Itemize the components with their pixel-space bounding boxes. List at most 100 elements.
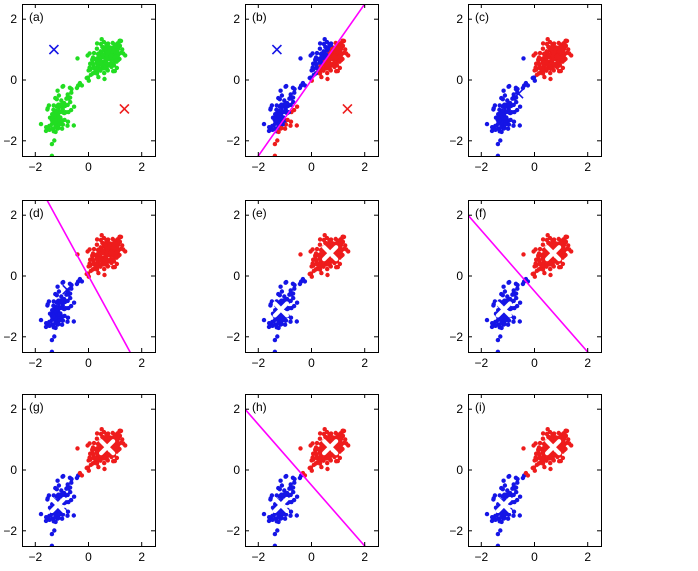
data-point [268, 496, 273, 501]
data-point [69, 90, 74, 95]
plot-area [38, 37, 130, 156]
data-point [52, 528, 57, 533]
data-point [332, 454, 337, 459]
data-point [548, 272, 553, 278]
x-tick-label: 0 [308, 356, 315, 370]
data-point [322, 233, 327, 238]
data-point [55, 284, 60, 289]
data-point [531, 249, 536, 254]
data-point [530, 465, 535, 471]
data-point [561, 440, 566, 445]
data-point [79, 83, 85, 88]
data-point [111, 241, 117, 246]
data-point [555, 260, 560, 265]
data-point [60, 297, 65, 303]
decision-boundary [46, 200, 131, 352]
data-point [107, 46, 112, 52]
panel-label: (b) [252, 10, 267, 24]
panel-label: (g) [29, 400, 44, 414]
x-tick-label: 2 [138, 160, 145, 174]
data-point [511, 123, 516, 128]
data-point [53, 519, 58, 525]
data-point [45, 106, 50, 111]
data-point [549, 456, 554, 461]
data-point [500, 293, 505, 298]
data-point [517, 123, 522, 128]
data-point [61, 83, 66, 89]
data-point [292, 476, 297, 482]
data-point [288, 102, 293, 108]
data-point [505, 488, 510, 493]
data-point [283, 512, 289, 517]
data-point [540, 461, 546, 466]
data-point [298, 56, 303, 61]
y-tick-label: 0 [233, 269, 240, 283]
data-point [94, 431, 100, 436]
data-point [511, 288, 516, 293]
x-tick-label: −2 [28, 160, 42, 174]
data-point [62, 313, 67, 319]
data-point [501, 88, 506, 93]
data-point [288, 119, 294, 124]
data-point [280, 318, 285, 323]
data-point [316, 447, 321, 452]
data-point [91, 65, 96, 70]
plot-area [38, 200, 131, 352]
data-point [273, 112, 278, 117]
x-tick-label: −2 [251, 356, 265, 370]
data-point [542, 464, 547, 470]
data-point [51, 103, 56, 108]
data-point [537, 65, 542, 70]
data-point [298, 252, 303, 257]
data-point [60, 512, 66, 517]
data-point [277, 108, 282, 114]
data-point [50, 308, 55, 313]
y-tick-label: 0 [10, 73, 17, 87]
data-point [507, 473, 512, 479]
data-point [284, 473, 289, 479]
data-point [279, 483, 285, 488]
data-point [313, 447, 318, 452]
data-point [505, 516, 511, 521]
data-point [74, 281, 80, 287]
data-point [340, 234, 345, 240]
data-point [548, 266, 553, 272]
data-point [44, 125, 49, 130]
data-point [85, 249, 90, 254]
data-point [326, 66, 331, 71]
data-point [114, 65, 120, 71]
data-point [276, 129, 281, 135]
data-point [553, 46, 558, 52]
data-point [514, 489, 519, 495]
data-point [91, 50, 97, 56]
data-point [337, 250, 342, 255]
center-blue-marker [495, 496, 513, 514]
data-point [536, 61, 541, 66]
data-point [88, 67, 93, 72]
x-tick-label: −2 [474, 356, 488, 370]
data-point [520, 85, 526, 91]
data-point [342, 246, 347, 251]
y-tick-label: 2 [233, 402, 240, 416]
data-point [94, 237, 100, 242]
data-point [325, 76, 330, 82]
data-point [505, 322, 511, 327]
data-point [332, 260, 337, 265]
data-point [38, 317, 44, 323]
data-point [330, 242, 335, 248]
data-point [332, 64, 337, 69]
data-point [337, 54, 342, 59]
data-point [502, 93, 508, 98]
data-point [279, 125, 284, 131]
data-point [57, 312, 62, 317]
data-point [317, 46, 323, 51]
panel-label: (f) [475, 206, 486, 220]
data-point [96, 270, 101, 276]
data-point [490, 125, 495, 130]
data-point [307, 465, 312, 471]
data-point [502, 289, 508, 294]
data-point [57, 122, 62, 127]
data-point [54, 108, 59, 114]
center-blue-marker [513, 88, 524, 99]
plot-area [257, 4, 366, 156]
